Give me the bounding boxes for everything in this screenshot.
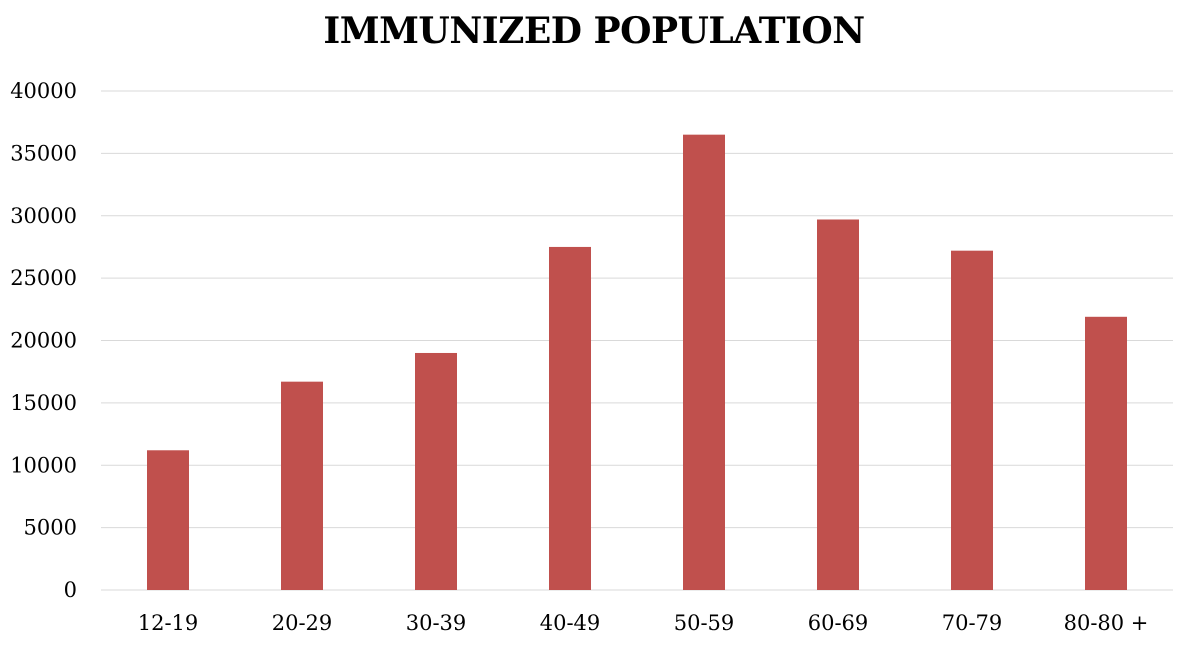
bar xyxy=(817,219,859,590)
x-tick-label: 12-19 xyxy=(138,611,199,635)
bar xyxy=(683,134,725,590)
y-tick-label: 25000 xyxy=(10,266,77,290)
bar xyxy=(549,246,591,590)
chart-title: IMMUNIZED POPULATION xyxy=(323,10,865,52)
bar xyxy=(147,450,189,590)
y-tick-label: 40000 xyxy=(10,79,77,103)
gridlines xyxy=(101,90,1173,591)
y-tick-label: 30000 xyxy=(10,204,77,228)
bar xyxy=(281,381,323,590)
x-tick-label: 40-49 xyxy=(540,611,601,635)
y-tick-label: 15000 xyxy=(10,391,77,415)
x-tick-label: 60-69 xyxy=(808,611,869,635)
x-tick-label: 70-79 xyxy=(942,611,1003,635)
x-tick-label: 30-39 xyxy=(406,611,467,635)
x-tick-label: 20-29 xyxy=(272,611,333,635)
y-tick-label: 20000 xyxy=(10,329,77,353)
bar xyxy=(951,250,993,590)
bar xyxy=(1085,316,1127,590)
bars xyxy=(147,134,1127,590)
y-tick-label: 0 xyxy=(64,578,77,602)
y-tick-label: 35000 xyxy=(10,141,77,165)
x-tick-label: 50-59 xyxy=(674,611,735,635)
bar xyxy=(415,352,457,590)
y-tick-label: 10000 xyxy=(10,453,77,477)
x-tick-label: 80-80 + xyxy=(1064,611,1149,635)
x-axis: 12-19 20-29 30-39 40-49 50-59 60-69 70-79 80-80… xyxy=(138,611,1149,635)
y-axis: 0 5000 10000 15000 20000 25000 30000 35000 40000 xyxy=(10,79,77,602)
y-tick-label: 5000 xyxy=(24,516,77,540)
